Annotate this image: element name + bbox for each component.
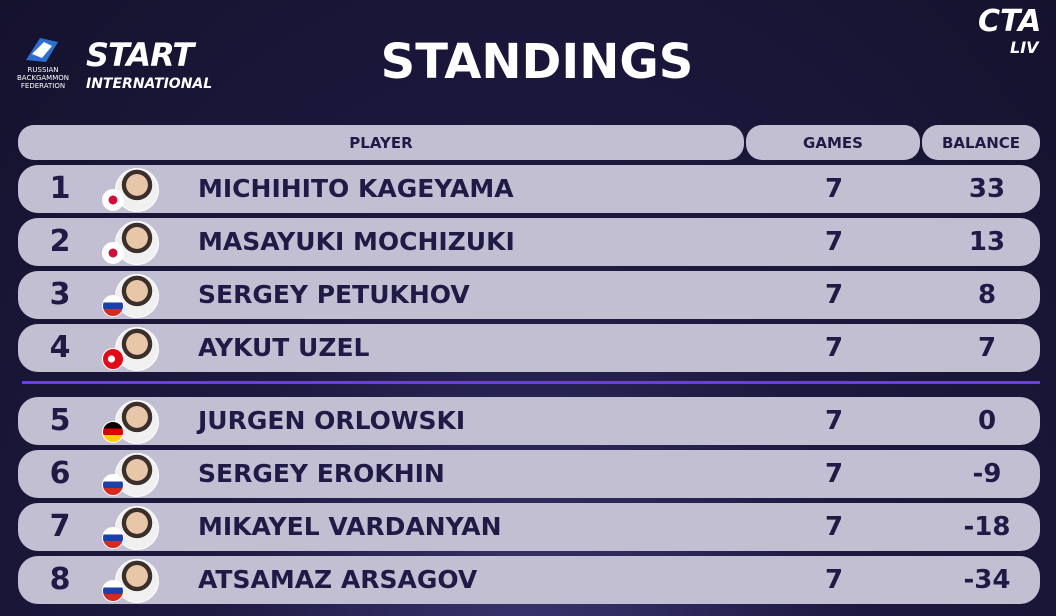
rank: 8 [49, 562, 71, 597]
rank: 6 [49, 456, 71, 491]
player-name: AYKUT UZEL [198, 333, 370, 362]
player-name: MICHIHITO KAGEYAMA [198, 174, 514, 203]
player-name: SERGEY EROKHIN [198, 459, 445, 488]
games: 7 [824, 333, 844, 363]
balance: 0 [977, 406, 997, 436]
balance: 7 [977, 333, 997, 363]
player-name: MASAYUKI MOCHIZUKI [198, 227, 515, 256]
games: 7 [824, 459, 844, 489]
standing-row: 5 JURGEN ORLOWSKI 7 0 [18, 397, 1040, 445]
games: 7 [824, 406, 844, 436]
games: 7 [824, 512, 844, 542]
country-flag [102, 242, 124, 264]
player-name: JURGEN ORLOWSKI [198, 406, 466, 435]
rank: 3 [49, 277, 71, 312]
country-flag [102, 295, 124, 317]
divider [22, 381, 1040, 384]
player-name: ATSAMAZ ARSAGOV [198, 565, 478, 594]
live-brand: CTA [978, 4, 1042, 39]
games: 7 [824, 227, 844, 257]
balance: -34 [963, 565, 1011, 595]
balance: -18 [963, 512, 1011, 542]
balance: 13 [968, 227, 1006, 257]
standing-row: 1 MICHIHITO KAGEYAMA 7 33 [18, 165, 1040, 213]
federation-name: RUSSIAN BACKGAMMON FEDERATION [17, 66, 69, 90]
games: 7 [824, 565, 844, 595]
country-flag [102, 421, 124, 443]
federation-logo [26, 38, 58, 62]
title: STANDINGS [380, 34, 694, 90]
player-photo [115, 400, 159, 444]
country-flag [102, 189, 124, 211]
player-name: SERGEY PETUKHOV [198, 280, 470, 309]
country-flag [102, 348, 124, 370]
standing-row: 3 SERGEY PETUKHOV 7 8 [18, 271, 1040, 319]
player-name: MIKAYEL VARDANYAN [198, 512, 502, 541]
games: 7 [824, 280, 844, 310]
games: 7 [824, 174, 844, 204]
brand-sub: INTERNATIONAL [86, 76, 213, 92]
balance: -9 [972, 459, 1002, 489]
standing-row: 2 MASAYUKI MOCHIZUKI 7 13 [18, 218, 1040, 266]
rank: 4 [49, 330, 71, 365]
standing-row: 7 MIKAYEL VARDANYAN 7 -18 [18, 503, 1040, 551]
rank: 1 [49, 171, 71, 206]
country-flag [102, 580, 124, 602]
rank: 2 [49, 224, 71, 259]
standing-row: 6 SERGEY EROKHIN 7 -9 [18, 450, 1040, 498]
balance: 8 [977, 280, 997, 310]
standing-row: 8 ATSAMAZ ARSAGOV 7 -34 [18, 556, 1040, 604]
balance: 33 [968, 174, 1006, 204]
rank: 5 [49, 403, 71, 438]
brand: START [86, 36, 194, 74]
column-header: PLAYER [18, 125, 744, 160]
column-header: GAMES [746, 125, 920, 160]
rank: 7 [49, 509, 71, 544]
live-sub: LIV [1010, 38, 1039, 57]
column-header: BALANCE [922, 125, 1040, 160]
standing-row: 4 AYKUT UZEL 7 7 [18, 324, 1040, 372]
country-flag [102, 527, 124, 549]
country-flag [102, 474, 124, 496]
